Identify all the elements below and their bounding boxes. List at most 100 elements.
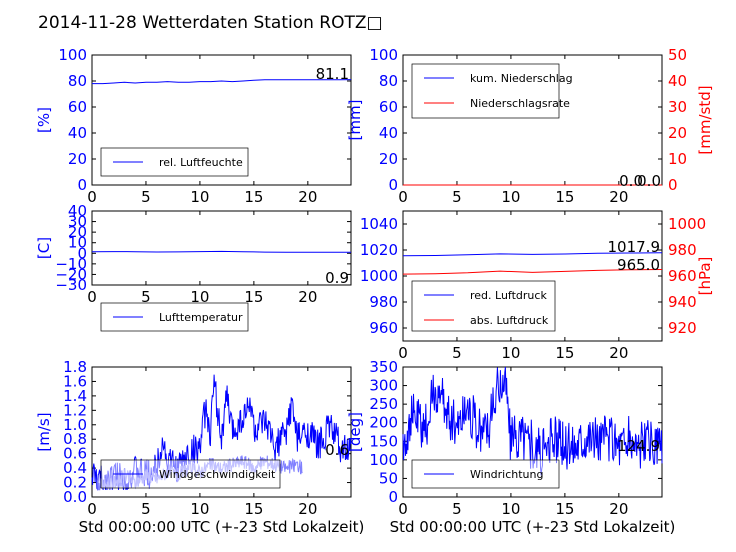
x-tick-label: 10	[190, 188, 209, 206]
legend: red. Luftdruck abs. Luftdruck	[411, 280, 556, 332]
y-right-axis-label: [hPa]	[696, 257, 714, 296]
y-right-tick-label: 980	[668, 241, 697, 259]
x-axis-label: Std 00:00:00 UTC (+-23 Std Lokalzeit)	[390, 518, 676, 536]
y-tick-label: 350	[369, 358, 398, 376]
y-axis-label: [deg]	[346, 412, 364, 452]
last-value-label: 1017.9	[608, 238, 661, 256]
legend-label: Windrichtung	[470, 468, 543, 481]
y-axis-label: [m/s]	[35, 412, 53, 451]
x-tick-label: 20	[609, 188, 628, 206]
legend: rel. Luftfeuchte	[100, 147, 249, 177]
x-tick-label: 15	[555, 188, 574, 206]
x-tick-label: 5	[141, 288, 151, 306]
y-tick-label: 960	[369, 319, 398, 337]
y-tick-label: 100	[369, 451, 398, 469]
chart-panel-1: 0 5 10 15 20 0 20 40 60 80 100 [%] 81.1 rel. Luftfeuc…	[35, 46, 352, 206]
plot-frame	[91, 366, 352, 498]
x-tick-label: 5	[452, 188, 462, 206]
series-line-1	[402, 366, 663, 476]
y-right-tick-label: 50	[668, 46, 687, 64]
y-tick-label: 100	[369, 46, 398, 64]
y-tick-label: 1020	[360, 241, 398, 259]
x-tick-label: 5	[452, 500, 462, 518]
x-tick-label: 20	[609, 344, 628, 362]
y-tick-label: 0	[388, 488, 398, 506]
y-axis-label: [%]	[35, 107, 53, 133]
y-tick-label: 1.2	[63, 401, 87, 419]
x-tick-label: 20	[298, 188, 317, 206]
y-tick-label: 1.0	[63, 416, 87, 434]
x-tick-label: 10	[190, 288, 209, 306]
y-tick-label: 40	[379, 124, 398, 142]
y-tick-label: −20	[55, 265, 87, 283]
figure-title: 2014-11-28 Wetterdaten Station ROTZ□	[38, 13, 383, 33]
y-tick-label: 0.6	[63, 445, 87, 463]
x-tick-label: 15	[555, 344, 574, 362]
chart-panel-3: 0 5 10 15 20−30−20−10010203040[C]0.9Lufttemp…	[35, 202, 352, 332]
legend-label: abs. Luftdruck	[470, 314, 549, 327]
x-tick-label: 0	[398, 188, 408, 206]
x-tick-label: 15	[244, 288, 263, 306]
y-tick-label: −30	[55, 276, 87, 294]
y-right-tick-label: 30	[668, 98, 687, 116]
y-tick-label: 250	[369, 395, 398, 413]
y-tick-label: 980	[369, 293, 398, 311]
y-tick-label: 40	[68, 202, 87, 220]
y-right-tick-label: 10	[668, 150, 687, 168]
chart-panel-4: 0 5 10 15 20 960 980 1000 1020 1040 920 940 960 980 10…	[360, 210, 714, 362]
x-tick-label: 0	[87, 500, 97, 518]
legend: Lufttemperatur	[100, 302, 249, 332]
x-tick-label: 10	[501, 500, 520, 518]
last-value-label: 81.1	[316, 65, 349, 83]
y-right-tick-label: 960	[668, 267, 697, 285]
last-value-label: 965.0	[617, 256, 660, 274]
y-right-tick-label: 20	[668, 124, 687, 142]
series-line-1	[402, 252, 663, 257]
legend-label: Lufttemperatur	[159, 311, 243, 324]
y-tick-label: 60	[68, 98, 87, 116]
y-axis-label: [C]	[35, 237, 53, 259]
legend-label: kum. Niederschlag	[470, 72, 573, 85]
legend: kum. Niederschlag Niederschlagsrate	[411, 63, 573, 119]
y-tick-label: 0.2	[63, 474, 87, 492]
legend-box	[411, 280, 556, 332]
y-tick-label: 50	[379, 469, 398, 487]
plot-frame	[402, 366, 663, 498]
y-tick-label: 40	[68, 124, 87, 142]
x-tick-label: 15	[555, 500, 574, 518]
y-tick-label: 1040	[360, 215, 398, 233]
y-tick-label: −10	[55, 255, 87, 273]
y-right-axis-label: [mm/std]	[696, 85, 714, 154]
x-tick-label: 10	[501, 188, 520, 206]
y-tick-label: 0.8	[63, 430, 87, 448]
y-tick-label: 20	[68, 223, 87, 241]
x-tick-label: 20	[298, 288, 317, 306]
plot-frame	[91, 54, 352, 186]
last-value-label: 0.0	[637, 172, 661, 190]
y-tick-label: 80	[379, 72, 398, 90]
chart-panel-5: 0 5 10 15 200.00.20.40.60.81.01.21.41.61.8[m…	[35, 358, 364, 536]
x-tick-label: 0	[87, 188, 97, 206]
legend-label: rel. Luftfeuchte	[159, 156, 243, 169]
series-line-1	[91, 374, 352, 491]
y-tick-label: 150	[369, 432, 398, 450]
series-line-1	[91, 250, 351, 253]
y-axis-label: [mm]	[346, 100, 364, 141]
y-right-tick-label: 1000	[668, 215, 706, 233]
y-tick-label: 0.0	[63, 488, 87, 506]
y-tick-label: 100	[58, 46, 87, 64]
y-tick-label: 1.6	[63, 372, 87, 390]
last-value-label: 124.9	[617, 437, 660, 455]
x-tick-label: 20	[609, 500, 628, 518]
y-tick-label: 0	[77, 244, 87, 262]
last-value-label: 0.0	[619, 172, 643, 190]
legend-box	[411, 63, 560, 119]
legend-label: red. Luftdruck	[470, 289, 547, 302]
x-tick-label: 10	[501, 344, 520, 362]
y-tick-label: 1.8	[63, 358, 87, 376]
x-tick-label: 15	[244, 500, 263, 518]
last-value-label: 0.9	[325, 269, 349, 287]
plot-frame	[91, 210, 352, 286]
